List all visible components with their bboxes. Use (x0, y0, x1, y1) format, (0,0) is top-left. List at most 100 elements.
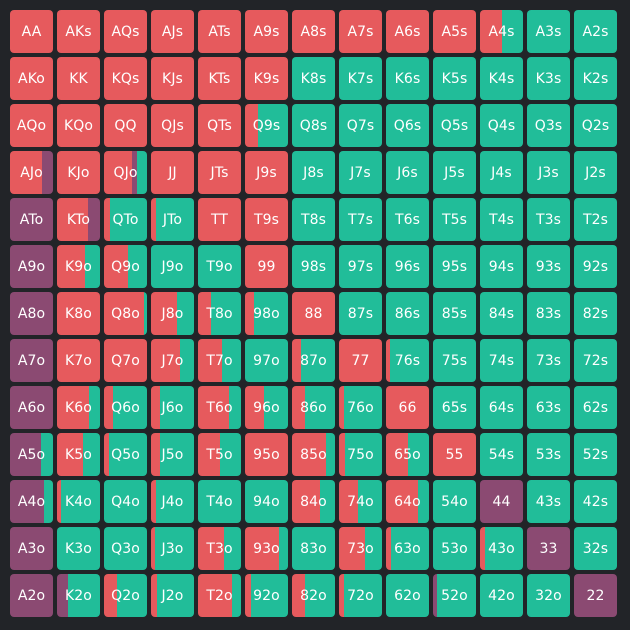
hand-cell[interactable]: 72s (574, 339, 617, 382)
hand-cell[interactable]: 42s (574, 480, 617, 523)
hand-cell[interactable]: 43o (480, 527, 523, 570)
hand-cell[interactable]: 85s (433, 292, 476, 335)
hand-cell[interactable]: K4o (57, 480, 100, 523)
hand-cell[interactable]: 65o (386, 433, 429, 476)
hand-cell[interactable]: 22 (574, 574, 617, 617)
hand-cell[interactable]: 54o (433, 480, 476, 523)
hand-cell[interactable]: 94o (245, 480, 288, 523)
hand-cell[interactable]: A9s (245, 10, 288, 53)
hand-cell[interactable]: QQ (104, 104, 147, 147)
hand-cell[interactable]: K3o (57, 527, 100, 570)
hand-cell[interactable]: 32s (574, 527, 617, 570)
hand-cell[interactable]: A4o (10, 480, 53, 523)
hand-cell[interactable]: JTs (198, 151, 241, 194)
hand-cell[interactable]: 55 (433, 433, 476, 476)
hand-cell[interactable]: T5o (198, 433, 241, 476)
hand-cell[interactable]: A3o (10, 527, 53, 570)
hand-cell[interactable]: A9o (10, 245, 53, 288)
hand-cell[interactable]: 84s (480, 292, 523, 335)
hand-cell[interactable]: A6o (10, 386, 53, 429)
hand-cell[interactable]: 53s (527, 433, 570, 476)
hand-cell[interactable]: 64o (386, 480, 429, 523)
hand-cell[interactable]: T6o (198, 386, 241, 429)
hand-cell[interactable]: J8s (292, 151, 335, 194)
hand-cell[interactable]: Q9o (104, 245, 147, 288)
hand-cell[interactable]: AKo (10, 57, 53, 100)
hand-cell[interactable]: J2s (574, 151, 617, 194)
hand-cell[interactable]: T3o (198, 527, 241, 570)
hand-cell[interactable]: Q7s (339, 104, 382, 147)
hand-cell[interactable]: 73s (527, 339, 570, 382)
hand-cell[interactable]: J6o (151, 386, 194, 429)
hand-cell[interactable]: 63o (386, 527, 429, 570)
hand-cell[interactable]: 42o (480, 574, 523, 617)
hand-cell[interactable]: 84o (292, 480, 335, 523)
hand-cell[interactable]: 75o (339, 433, 382, 476)
hand-cell[interactable]: 95o (245, 433, 288, 476)
hand-cell[interactable]: J9o (151, 245, 194, 288)
hand-cell[interactable]: K2s (574, 57, 617, 100)
hand-cell[interactable]: 74o (339, 480, 382, 523)
hand-cell[interactable]: 99 (245, 245, 288, 288)
hand-cell[interactable]: KTs (198, 57, 241, 100)
hand-cell[interactable]: K5s (433, 57, 476, 100)
hand-cell[interactable]: 86s (386, 292, 429, 335)
hand-cell[interactable]: 97s (339, 245, 382, 288)
hand-cell[interactable]: T6s (386, 198, 429, 241)
hand-cell[interactable]: JJ (151, 151, 194, 194)
hand-cell[interactable]: Q8o (104, 292, 147, 335)
hand-cell[interactable]: 76s (386, 339, 429, 382)
hand-cell[interactable]: Q3o (104, 527, 147, 570)
hand-cell[interactable]: QTo (104, 198, 147, 241)
hand-cell[interactable]: KQs (104, 57, 147, 100)
hand-cell[interactable]: A5s (433, 10, 476, 53)
hand-cell[interactable]: J3s (527, 151, 570, 194)
hand-cell[interactable]: J5o (151, 433, 194, 476)
hand-cell[interactable]: Q9s (245, 104, 288, 147)
hand-cell[interactable]: Q8s (292, 104, 335, 147)
hand-cell[interactable]: 86o (292, 386, 335, 429)
hand-cell[interactable]: 97o (245, 339, 288, 382)
hand-cell[interactable]: A3s (527, 10, 570, 53)
hand-cell[interactable]: 92o (245, 574, 288, 617)
hand-cell[interactable]: 82s (574, 292, 617, 335)
hand-cell[interactable]: 52o (433, 574, 476, 617)
hand-cell[interactable]: K7o (57, 339, 100, 382)
hand-cell[interactable]: 73o (339, 527, 382, 570)
hand-cell[interactable]: Q2o (104, 574, 147, 617)
hand-cell[interactable]: 62o (386, 574, 429, 617)
hand-cell[interactable]: A2s (574, 10, 617, 53)
hand-cell[interactable]: T5s (433, 198, 476, 241)
hand-cell[interactable]: J7o (151, 339, 194, 382)
hand-cell[interactable]: T7o (198, 339, 241, 382)
hand-cell[interactable]: KJs (151, 57, 194, 100)
hand-cell[interactable]: KQo (57, 104, 100, 147)
hand-cell[interactable]: Q6s (386, 104, 429, 147)
hand-cell[interactable]: J4o (151, 480, 194, 523)
hand-cell[interactable]: 93s (527, 245, 570, 288)
hand-cell[interactable]: QJs (151, 104, 194, 147)
hand-cell[interactable]: 88 (292, 292, 335, 335)
hand-cell[interactable]: T8s (292, 198, 335, 241)
hand-cell[interactable]: K9s (245, 57, 288, 100)
hand-cell[interactable]: 95s (433, 245, 476, 288)
hand-cell[interactable]: KTo (57, 198, 100, 241)
hand-cell[interactable]: K8s (292, 57, 335, 100)
hand-cell[interactable]: J5s (433, 151, 476, 194)
hand-cell[interactable]: T3s (527, 198, 570, 241)
hand-cell[interactable]: 72o (339, 574, 382, 617)
hand-cell[interactable]: K5o (57, 433, 100, 476)
hand-cell[interactable]: 65s (433, 386, 476, 429)
hand-cell[interactable]: J2o (151, 574, 194, 617)
hand-cell[interactable]: QJo (104, 151, 147, 194)
hand-cell[interactable]: ATo (10, 198, 53, 241)
hand-cell[interactable]: 75s (433, 339, 476, 382)
hand-cell[interactable]: Q6o (104, 386, 147, 429)
hand-cell[interactable]: T7s (339, 198, 382, 241)
hand-cell[interactable]: A8o (10, 292, 53, 335)
hand-cell[interactable]: A7s (339, 10, 382, 53)
hand-cell[interactable]: 62s (574, 386, 617, 429)
hand-cell[interactable]: JTo (151, 198, 194, 241)
hand-cell[interactable]: 82o (292, 574, 335, 617)
hand-cell[interactable]: T4s (480, 198, 523, 241)
